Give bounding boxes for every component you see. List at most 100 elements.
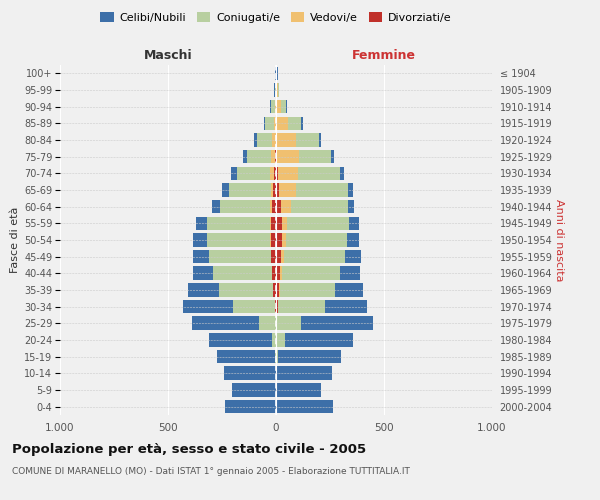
Bar — [276, 233, 286, 247]
Bar — [276, 266, 340, 280]
Bar — [259, 316, 276, 330]
Bar — [276, 133, 322, 147]
Bar — [225, 400, 276, 413]
Bar — [188, 283, 276, 297]
Bar — [269, 216, 276, 230]
Bar — [276, 66, 277, 80]
Bar — [276, 183, 353, 197]
Bar — [276, 300, 278, 314]
Bar — [269, 233, 276, 247]
Bar — [275, 150, 276, 164]
Bar — [272, 333, 276, 347]
Bar — [276, 250, 284, 264]
Bar — [254, 133, 276, 147]
Bar — [212, 200, 276, 213]
Bar — [276, 383, 322, 397]
Bar — [276, 266, 282, 280]
Bar — [276, 83, 279, 97]
Bar — [276, 200, 355, 213]
Bar — [276, 183, 296, 197]
Bar — [193, 233, 276, 247]
Bar — [276, 250, 361, 264]
Bar — [276, 316, 301, 330]
Bar — [257, 133, 276, 147]
Bar — [276, 300, 278, 314]
Bar — [193, 316, 276, 330]
Bar — [276, 66, 278, 80]
Bar — [196, 216, 276, 230]
Bar — [276, 116, 301, 130]
Bar — [276, 316, 373, 330]
Bar — [276, 150, 331, 164]
Bar — [276, 150, 277, 164]
Bar — [193, 250, 276, 264]
Bar — [276, 183, 348, 197]
Bar — [271, 216, 276, 230]
Bar — [276, 100, 286, 114]
Bar — [271, 250, 276, 264]
Bar — [276, 66, 277, 80]
Bar — [276, 350, 341, 364]
Bar — [276, 100, 281, 114]
Bar — [271, 166, 276, 180]
Bar — [276, 333, 284, 347]
Bar — [275, 100, 276, 114]
Bar — [276, 200, 291, 213]
Bar — [276, 366, 332, 380]
Bar — [276, 266, 360, 280]
Bar — [276, 133, 277, 147]
Bar — [273, 283, 276, 297]
Bar — [276, 350, 278, 364]
Bar — [224, 366, 276, 380]
Bar — [231, 166, 276, 180]
Bar — [276, 333, 353, 347]
Text: Popolazione per età, sesso e stato civile - 2005: Popolazione per età, sesso e stato civil… — [12, 442, 366, 456]
Bar — [193, 266, 276, 280]
Bar — [209, 333, 276, 347]
Bar — [274, 283, 276, 297]
Bar — [233, 300, 276, 314]
Bar — [271, 150, 276, 164]
Bar — [276, 300, 367, 314]
Bar — [272, 200, 276, 213]
Bar — [276, 250, 281, 264]
Bar — [276, 133, 296, 147]
Bar — [263, 116, 276, 130]
Bar — [276, 216, 287, 230]
Y-axis label: Fasce di età: Fasce di età — [10, 207, 20, 273]
Bar — [276, 266, 280, 280]
Bar — [276, 83, 278, 97]
Bar — [275, 300, 276, 314]
Bar — [276, 133, 319, 147]
Bar — [276, 200, 349, 213]
Bar — [217, 350, 276, 364]
Bar — [276, 216, 359, 230]
Bar — [207, 216, 276, 230]
Bar — [276, 150, 299, 164]
Bar — [243, 150, 276, 164]
Bar — [219, 283, 276, 297]
Text: Maschi: Maschi — [143, 48, 193, 62]
Bar — [276, 233, 347, 247]
Bar — [275, 350, 276, 364]
Text: COMUNE DI MARANELLO (MO) - Dati ISTAT 1° gennaio 2005 - Elaborazione TUTTITALIA.: COMUNE DI MARANELLO (MO) - Dati ISTAT 1°… — [12, 468, 410, 476]
Legend: Celibi/Nubili, Coniugati/e, Vedovi/e, Divorziati/e: Celibi/Nubili, Coniugati/e, Vedovi/e, Di… — [96, 8, 456, 28]
Bar — [276, 400, 333, 413]
Bar — [272, 133, 276, 147]
Bar — [276, 100, 287, 114]
Bar — [276, 183, 279, 197]
Bar — [232, 383, 276, 397]
Bar — [276, 316, 277, 330]
Bar — [276, 250, 345, 264]
Bar — [229, 183, 276, 197]
Bar — [271, 100, 276, 114]
Bar — [271, 233, 276, 247]
Bar — [271, 100, 276, 114]
Bar — [265, 116, 276, 130]
Bar — [275, 83, 276, 97]
Bar — [275, 300, 276, 314]
Bar — [275, 66, 276, 80]
Bar — [271, 183, 276, 197]
Bar — [276, 166, 278, 180]
Bar — [276, 283, 280, 297]
